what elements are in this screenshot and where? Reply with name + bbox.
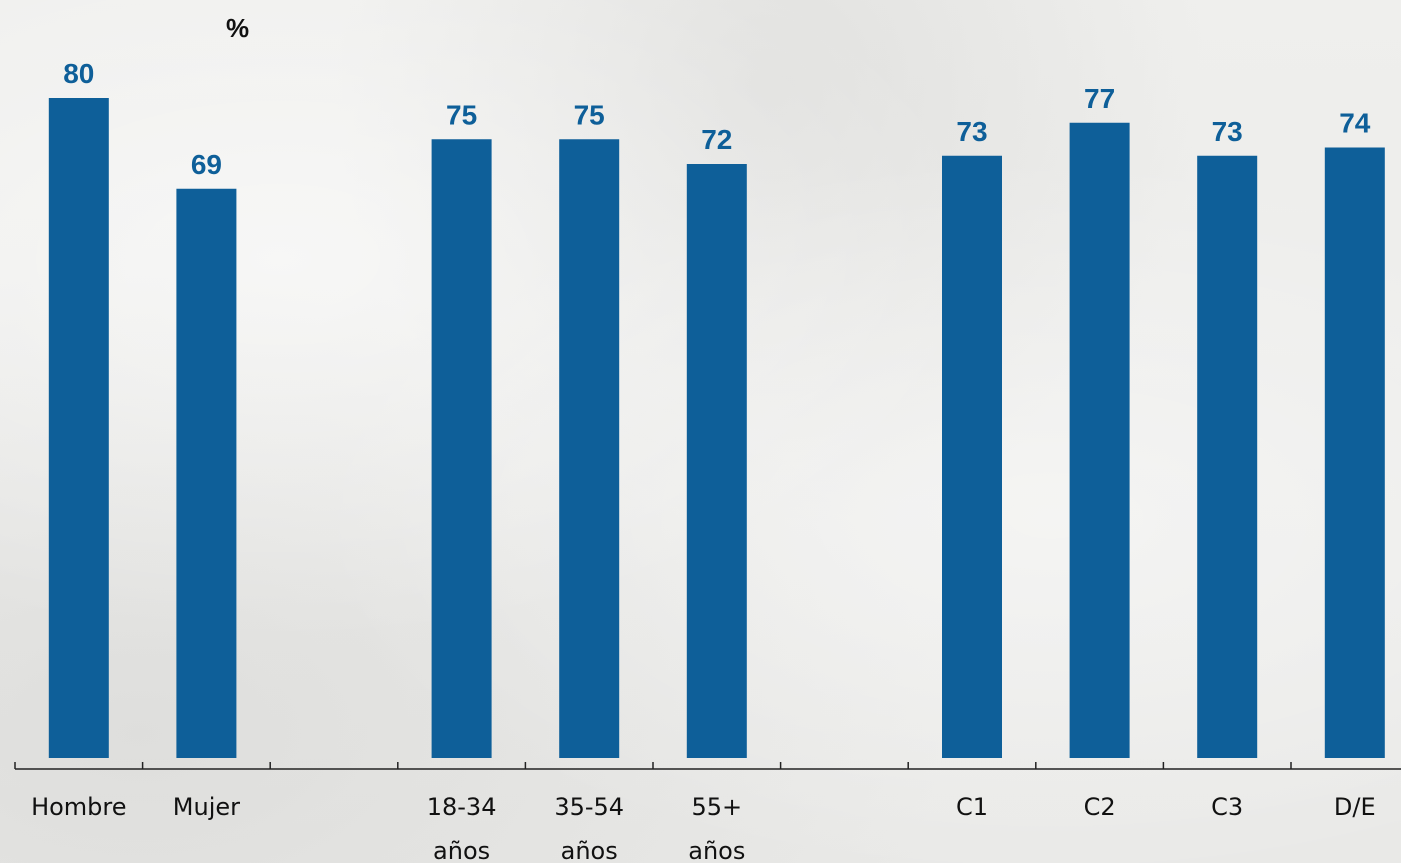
category-label: 55+ (691, 793, 742, 821)
value-label: 75 (574, 99, 605, 130)
category-label: C3 (1211, 793, 1243, 821)
value-label: 77 (1084, 83, 1115, 114)
bar (559, 139, 620, 758)
bar (48, 98, 109, 758)
value-label: 69 (191, 149, 222, 180)
category-label: D/E (1334, 793, 1376, 821)
bar (176, 188, 237, 758)
category-label: 18-34 (427, 793, 497, 821)
value-label: 75 (446, 99, 477, 130)
value-labels: 80 69 75 75 72 73 77 73 74 (63, 58, 1371, 180)
unit-label: % (226, 13, 249, 43)
bar (686, 164, 747, 758)
category-label: C2 (1084, 793, 1116, 821)
value-label: 74 (1339, 108, 1371, 139)
bar (942, 155, 1002, 758)
category-label: Hombre (31, 793, 126, 821)
bar (1324, 147, 1385, 758)
bar (431, 139, 492, 758)
value-label: 73 (1212, 116, 1243, 147)
value-label: 72 (701, 124, 732, 155)
bar (1197, 155, 1258, 758)
category-label: años (688, 837, 745, 863)
bars (48, 98, 1385, 758)
value-label: 80 (63, 58, 94, 89)
category-label: C1 (956, 793, 988, 821)
category-label: años (561, 837, 618, 863)
category-labels: Hombre Mujer 18-34 años 35-54 años 55+ años C1 C2… (31, 793, 1376, 863)
value-label: 73 (956, 116, 987, 147)
category-label: Mujer (173, 793, 240, 821)
x-axis (14, 762, 1401, 770)
category-label: años (433, 837, 490, 863)
bar (1069, 122, 1130, 758)
category-label: 35-54 (554, 793, 624, 821)
